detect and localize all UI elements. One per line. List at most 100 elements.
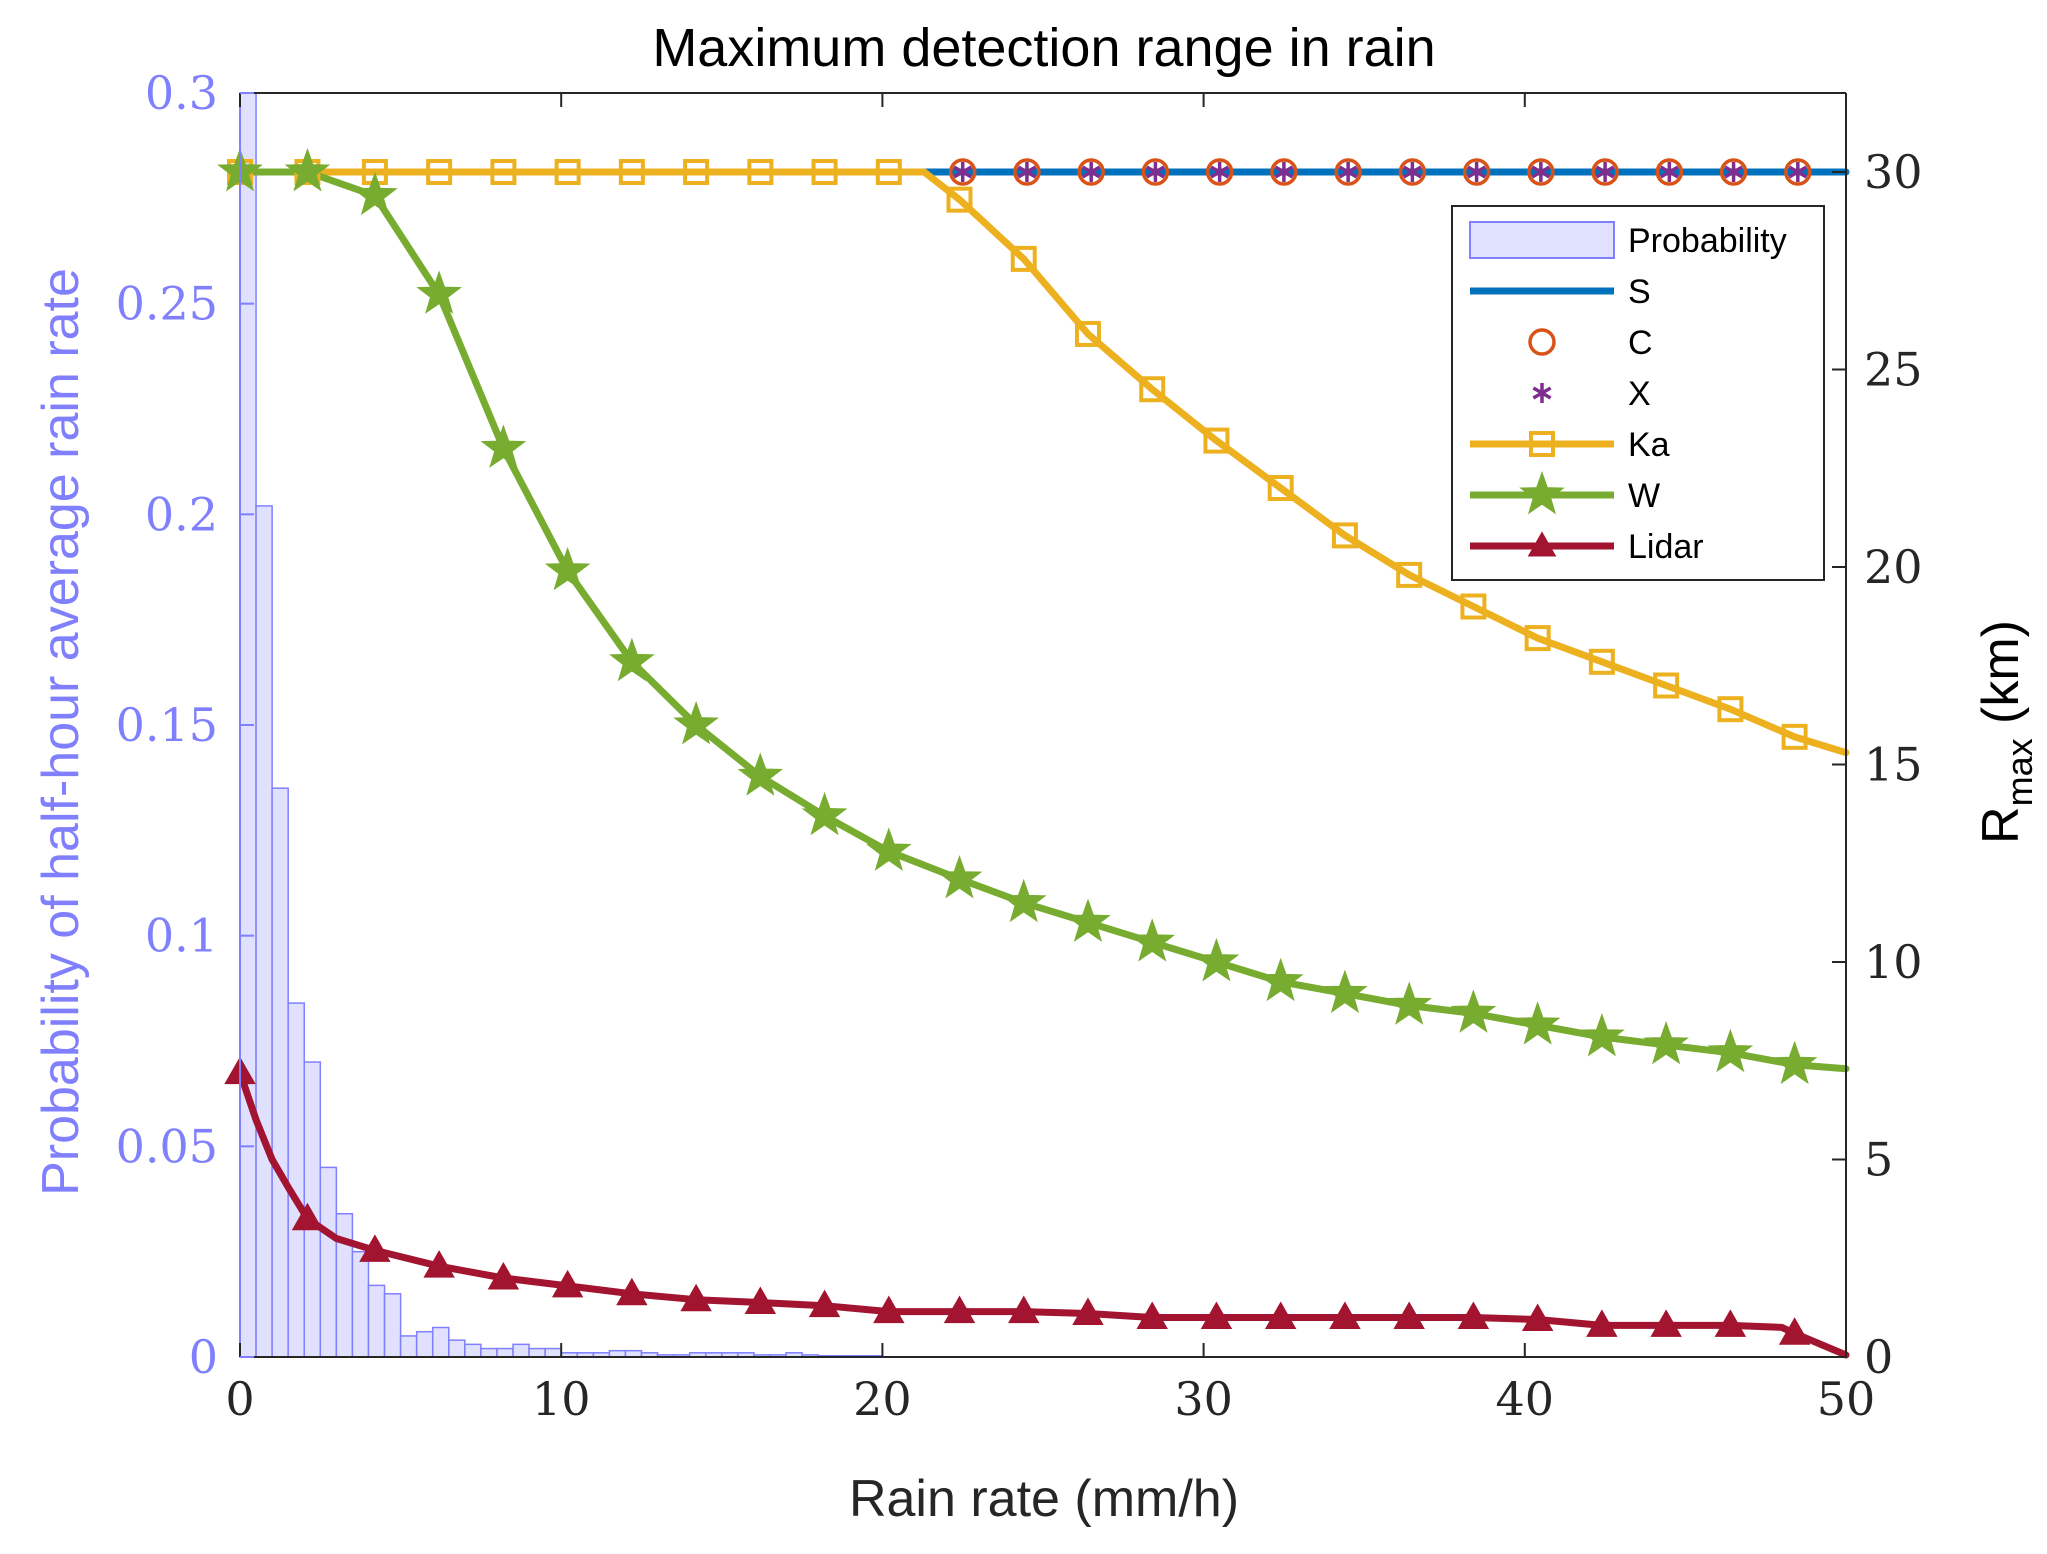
marker-w — [1000, 878, 1047, 923]
marker-c — [1077, 158, 1105, 186]
marker-c — [1591, 158, 1619, 186]
histogram-bar — [528, 1347, 546, 1358]
marker-ka — [747, 159, 774, 185]
legend-symbol-c — [1528, 328, 1556, 356]
y-right-label-sub: max — [1999, 738, 2040, 806]
marker-ka — [1717, 696, 1744, 723]
histogram-bar — [335, 1212, 354, 1358]
marker-lidar — [680, 1283, 712, 1312]
marker-w — [737, 752, 784, 796]
marker-ka — [618, 159, 645, 185]
marker-x — [1274, 162, 1294, 182]
legend-box — [1451, 205, 1825, 581]
marker-lidar — [1650, 1309, 1682, 1337]
marker-lidar — [359, 1234, 391, 1262]
histogram-bar — [255, 505, 273, 1358]
legend: Probability S C X Ka W Lidar — [1451, 205, 1825, 581]
marker-w — [1514, 1001, 1561, 1045]
marker-x — [953, 162, 973, 182]
marker-lidar — [873, 1295, 905, 1324]
marker-x — [1531, 162, 1551, 182]
histogram-bar — [431, 1326, 450, 1358]
marker-w — [609, 637, 655, 682]
marker-x — [1210, 162, 1230, 182]
marker-w — [866, 827, 912, 871]
marker-ka — [1331, 522, 1358, 549]
histogram-bar — [544, 1347, 562, 1358]
marker-ka — [554, 159, 581, 185]
y-right-tick-label: 30 — [1864, 145, 1923, 199]
marker-w — [1129, 918, 1176, 962]
marker-x — [1595, 162, 1615, 182]
marker-w — [352, 171, 398, 216]
marker-ka — [1524, 625, 1551, 652]
marker-ka — [1203, 427, 1230, 454]
legend-label-probability: Probability — [1628, 222, 1787, 260]
marker-w — [1386, 981, 1432, 1025]
marker-ka — [1460, 593, 1487, 620]
marker-lidar — [1521, 1303, 1554, 1331]
marker-lidar — [1008, 1295, 1040, 1324]
marker-lidar — [551, 1269, 584, 1298]
histogram-bar — [271, 787, 289, 1358]
marker-ka — [1588, 648, 1615, 675]
marker-ka — [683, 159, 710, 185]
histogram-bar — [415, 1330, 434, 1358]
x-tick-label: 30 — [1174, 1372, 1233, 1426]
marker-w — [1065, 898, 1111, 942]
marker-ka — [1074, 320, 1101, 347]
histogram-bar — [287, 1002, 305, 1358]
histogram-bar — [399, 1335, 418, 1358]
marker-ka — [1139, 376, 1166, 403]
marker-x — [1338, 162, 1358, 182]
marker-w — [1771, 1040, 1818, 1085]
marker-x — [1788, 162, 1808, 182]
legend-symbol-w-marker — [1519, 471, 1565, 515]
marker-lidar — [616, 1277, 648, 1306]
marker-lidar — [1072, 1297, 1104, 1326]
marker-w — [1257, 957, 1304, 1002]
x-tick-label: 50 — [1817, 1372, 1876, 1426]
y-left-tick-label: 0.25 — [116, 277, 218, 331]
marker-w — [416, 270, 462, 314]
series-markers-layer — [217, 147, 1818, 1345]
histogram-bar — [319, 1166, 338, 1358]
legend-label-x: X — [1628, 375, 1651, 413]
marker-w — [1450, 989, 1497, 1033]
marker-ka — [946, 186, 973, 213]
legend-label-w: W — [1628, 477, 1660, 515]
legend-symbol-lidar-marker — [1527, 531, 1557, 557]
marker-ka — [875, 159, 902, 185]
marker-ka — [1653, 672, 1680, 699]
marker-x — [1017, 162, 1037, 182]
y-left-tick-label: 0 — [189, 1330, 218, 1384]
marker-x — [1724, 162, 1744, 182]
y-left-tick-label: 0.1 — [145, 909, 218, 963]
y-left-tick-label: 0.2 — [145, 487, 218, 541]
x-tick-label: 0 — [225, 1372, 254, 1426]
y-right-label-main: R — [1972, 806, 2030, 844]
histogram-bar — [448, 1339, 466, 1358]
marker-lidar — [808, 1289, 841, 1318]
marker-w — [801, 791, 848, 836]
marker-w — [673, 701, 719, 745]
legend-symbol-ka-marker — [1529, 431, 1555, 457]
marker-lidar — [1714, 1309, 1747, 1337]
marker-w — [480, 424, 527, 468]
legend-symbol-probability — [1469, 221, 1615, 259]
marker-ka — [1781, 723, 1808, 750]
legend-label-ka: Ka — [1628, 426, 1670, 464]
marker-c — [1334, 158, 1362, 186]
marker-lidar — [1136, 1301, 1168, 1329]
marker-c — [1270, 158, 1298, 186]
marker-lidar — [1457, 1301, 1490, 1329]
histogram-bar — [480, 1347, 498, 1358]
histogram-bar — [496, 1347, 514, 1358]
marker-w — [1707, 1028, 1754, 1073]
marker-c — [1527, 158, 1555, 186]
histogram-bar — [367, 1284, 386, 1358]
legend-label-lidar: Lidar — [1628, 528, 1704, 566]
y-right-tick-label: 5 — [1864, 1133, 1893, 1187]
marker-lidar — [1264, 1301, 1297, 1329]
